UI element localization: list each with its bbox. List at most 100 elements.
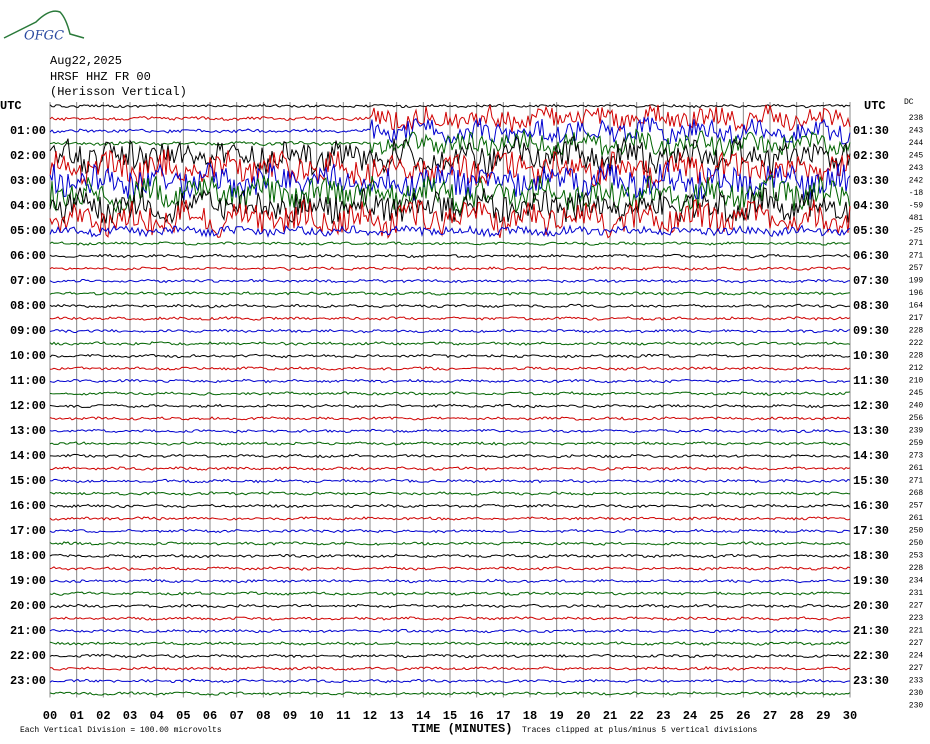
x-tick-label: 14 [416, 709, 430, 723]
trace [49, 441, 851, 446]
dc-value: 230 [909, 689, 924, 698]
dc-value: 261 [909, 514, 924, 523]
dc-value: -25 [909, 227, 924, 236]
trace [49, 653, 851, 659]
hour-label: 01:00 [10, 124, 46, 138]
hour-label: 22:00 [10, 649, 46, 663]
utc-right: UTC [864, 99, 886, 113]
trace [49, 578, 851, 584]
hour-label: 14:30 [853, 449, 889, 463]
x-tick-label: 15 [443, 709, 457, 723]
trace [49, 316, 851, 321]
trace [49, 241, 851, 246]
dc-value: 253 [909, 552, 924, 561]
x-tick-label: 27 [763, 709, 777, 723]
x-tick-label: 26 [736, 709, 750, 723]
x-tick-label: 11 [336, 709, 350, 723]
dc-value: 481 [909, 214, 924, 223]
x-tick-label: 10 [309, 709, 323, 723]
dc-value: 238 [909, 114, 924, 123]
hour-label: 02:00 [10, 149, 46, 163]
trace [49, 186, 851, 225]
x-tick-label: 17 [496, 709, 510, 723]
hour-label: 17:30 [853, 524, 889, 538]
trace [49, 128, 851, 158]
trace [49, 149, 851, 189]
hour-label: 16:30 [853, 499, 889, 513]
dc-value: 231 [909, 589, 924, 598]
trace [49, 224, 851, 238]
x-tick-label: 30 [843, 709, 857, 723]
dc-value: 233 [909, 677, 924, 686]
hour-label: 20:30 [853, 599, 889, 613]
hour-label: 18:00 [10, 549, 46, 563]
hour-label: 11:00 [10, 374, 46, 388]
trace [49, 291, 851, 296]
dc-value: 242 [909, 177, 924, 186]
x-tick-label: 19 [549, 709, 563, 723]
logo-shape [3, 10, 85, 39]
hour-label: 23:00 [10, 674, 46, 688]
hour-label: 07:00 [10, 274, 46, 288]
trace [49, 328, 851, 334]
dc-value: 240 [909, 402, 924, 411]
x-tick-label: 01 [69, 709, 83, 723]
hour-label: 02:30 [853, 149, 889, 163]
hour-label: 16:00 [10, 499, 46, 513]
trace [49, 628, 851, 634]
dc-value: 259 [909, 439, 924, 448]
trace [49, 266, 851, 271]
dc-value: 217 [909, 314, 924, 323]
footer-right: Traces clipped at plus/minus 5 vertical … [522, 726, 757, 735]
dc-value: -59 [909, 202, 924, 211]
x-tick-label: 06 [203, 709, 217, 723]
trace [49, 378, 851, 384]
trace [49, 553, 851, 559]
trace [49, 403, 851, 409]
hour-label: 15:30 [853, 474, 889, 488]
x-tick-label: 02 [96, 709, 110, 723]
dc-value: 256 [909, 414, 924, 423]
x-tick-label: 04 [149, 709, 163, 723]
dc-value: 223 [909, 614, 924, 623]
dc-value: 227 [909, 639, 924, 648]
dc-value: 273 [909, 452, 924, 461]
hour-label: 21:30 [853, 624, 889, 638]
hour-label: 13:00 [10, 424, 46, 438]
hour-label: 10:00 [10, 349, 46, 363]
x-tick-label: 29 [816, 709, 830, 723]
utc-left: UTC [0, 99, 22, 113]
x-tick-label: 09 [283, 709, 297, 723]
trace [49, 428, 851, 434]
dc-value: 222 [909, 339, 924, 348]
x-tick-label: 22 [629, 709, 643, 723]
station: HRSF HHZ FR 00 [50, 70, 151, 84]
dc-value: 227 [909, 664, 924, 673]
hour-label: 03:30 [853, 174, 889, 188]
trace [49, 528, 851, 534]
trace [49, 678, 851, 684]
hour-label: 17:00 [10, 524, 46, 538]
x-tick-label: 00 [43, 709, 57, 723]
hour-label: 20:00 [10, 599, 46, 613]
dc-value: 250 [909, 539, 924, 548]
dc-value: 228 [909, 564, 924, 573]
dc-value: 245 [909, 152, 924, 161]
dc-value: -18 [909, 189, 924, 198]
trace [49, 478, 851, 484]
hour-label: 12:00 [10, 399, 46, 413]
dc-value: 271 [909, 239, 924, 248]
x-tick-label: 13 [389, 709, 403, 723]
x-tick-label: 08 [256, 709, 270, 723]
x-tick-label: 28 [789, 709, 803, 723]
dc-value: 221 [909, 627, 924, 636]
dc-value: 257 [909, 502, 924, 511]
hour-label: 19:30 [853, 574, 889, 588]
trace [49, 104, 851, 133]
dc-value: 245 [909, 389, 924, 398]
x-tick-label: 23 [656, 709, 670, 723]
hour-label: 10:30 [853, 349, 889, 363]
dc-value: 244 [909, 139, 924, 148]
dc-value: 230 [909, 702, 924, 711]
hour-label: 13:30 [853, 424, 889, 438]
